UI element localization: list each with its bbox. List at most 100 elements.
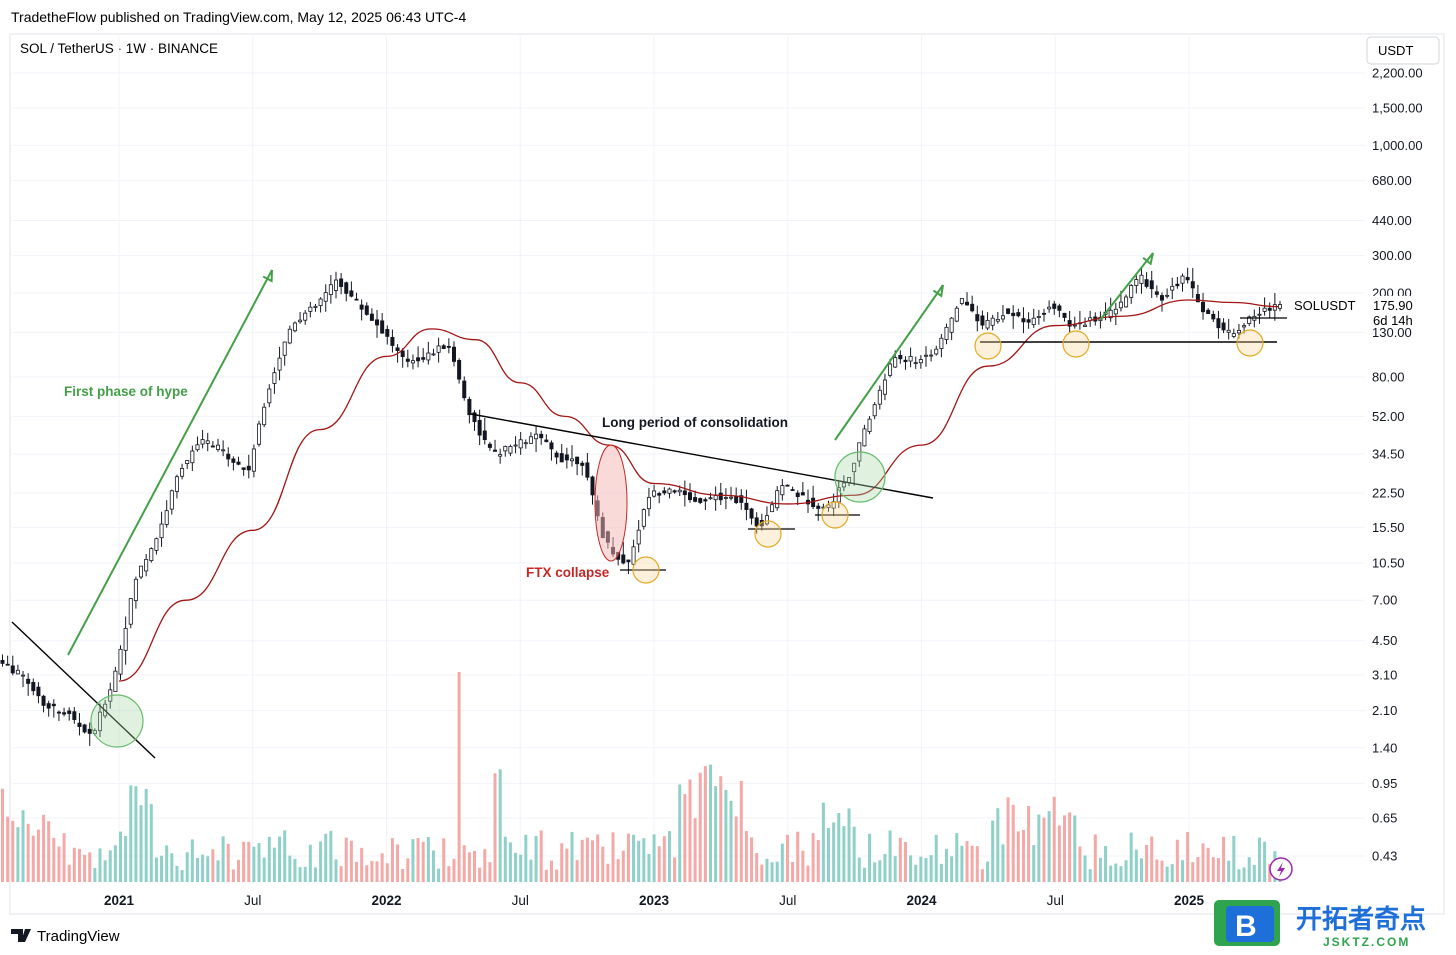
y-tick-label: 80.00: [1372, 369, 1405, 384]
candle: [1026, 312, 1031, 329]
candle: [441, 343, 446, 349]
rally-arrow-head: [932, 284, 944, 298]
volume-bar: [591, 840, 595, 882]
candle-body: [446, 346, 451, 348]
candle: [1057, 303, 1062, 318]
candle-body: [1154, 291, 1159, 295]
candle-body: [215, 444, 220, 450]
candle: [339, 273, 344, 295]
volume-bar: [565, 848, 569, 882]
candle: [385, 325, 390, 345]
volume-bar: [262, 857, 266, 882]
volume-bar: [857, 857, 861, 882]
candle-body: [41, 695, 46, 706]
candle: [333, 271, 338, 299]
volume-bar: [365, 865, 369, 882]
candle: [308, 302, 313, 318]
candle-body: [1016, 312, 1021, 317]
y-tick-label: 52.00: [1372, 409, 1405, 424]
volume-bar: [272, 847, 276, 882]
candle-body: [180, 468, 185, 477]
volume-bar: [26, 823, 30, 882]
candle: [785, 484, 790, 487]
candle: [323, 284, 328, 312]
candle: [410, 354, 415, 370]
price-axis[interactable]: 2,200.00 1,500.00 1,000.00 680.00 440.00 300.…: [1372, 66, 1423, 864]
volume-bar: [750, 837, 754, 882]
volume-bar: [862, 867, 866, 882]
volume-bar: [1237, 869, 1241, 882]
candle: [954, 305, 959, 323]
volume-bar: [283, 830, 287, 882]
volume-bar: [103, 860, 107, 882]
x-tick-label: 2025: [1174, 893, 1205, 908]
volume-bar: [355, 861, 359, 882]
candle-body: [385, 329, 390, 337]
volume-bar: [1175, 839, 1179, 882]
candle: [790, 486, 795, 491]
volume-bar: [1057, 825, 1061, 882]
volume-bar: [673, 857, 677, 882]
tradingview-logo[interactable]: TradingView: [11, 928, 120, 945]
candle: [800, 482, 805, 496]
candle: [523, 439, 528, 449]
volume-bar: [1263, 841, 1267, 882]
candle-body: [139, 565, 144, 578]
volume-bar: [514, 852, 518, 882]
candle-body: [1006, 308, 1011, 314]
consolidation-trendline: [470, 413, 934, 499]
volume-bar: [529, 859, 533, 882]
volume-bar: [478, 867, 482, 882]
volume-bar: [955, 833, 959, 882]
volume-bar: [729, 800, 733, 882]
candle: [1226, 318, 1231, 340]
lightning-icon[interactable]: [1269, 857, 1293, 881]
volume-bar: [231, 869, 235, 882]
candle-body: [339, 278, 344, 287]
volume-bar: [1201, 843, 1205, 882]
candle-body: [970, 303, 975, 312]
volume-bar: [519, 854, 523, 882]
candle: [241, 467, 246, 476]
candle: [667, 487, 672, 499]
volume-bar: [67, 864, 71, 882]
volume-bar: [83, 854, 87, 882]
volume-bar: [139, 805, 143, 882]
volume-bar: [652, 834, 656, 882]
volume-bar: [385, 863, 389, 882]
candle: [133, 576, 138, 609]
candle-body: [457, 359, 462, 380]
candle-body: [1144, 279, 1149, 287]
candle: [1021, 307, 1026, 334]
candle: [780, 479, 785, 501]
currency-button[interactable]: USDT: [1366, 36, 1440, 65]
volume-bar: [1119, 866, 1123, 882]
volume-bar: [416, 838, 420, 882]
candle-body: [56, 711, 61, 714]
volume-bar: [113, 845, 117, 882]
candle: [939, 333, 944, 358]
candle: [46, 700, 51, 717]
volume-bar: [1186, 832, 1190, 882]
candle-body: [292, 322, 297, 332]
candle: [1006, 308, 1011, 315]
candle-body: [272, 372, 277, 384]
time-axis[interactable]: 2021 Jul 2022 Jul 2023 Jul 2024 Jul 2025: [104, 893, 1205, 908]
candle-body: [436, 345, 441, 353]
candle-body: [1257, 313, 1262, 316]
volume-bar: [909, 855, 913, 882]
volume-bar: [195, 857, 199, 882]
candle-body: [97, 711, 102, 732]
candle: [128, 598, 133, 629]
volume-bar: [924, 857, 928, 882]
candle: [1036, 309, 1041, 325]
candle-body: [328, 284, 333, 295]
volume-bar: [796, 831, 800, 882]
volume-bar: [560, 843, 564, 882]
volume-bar: [190, 839, 194, 882]
candle-body: [790, 489, 795, 491]
candle-body: [739, 495, 744, 503]
candle-body: [523, 442, 528, 445]
volume-bar: [570, 831, 574, 882]
